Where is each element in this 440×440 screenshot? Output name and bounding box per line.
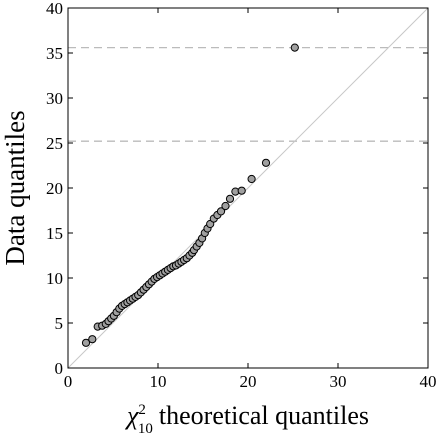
point [237, 186, 246, 195]
y-tick-label: 0 [55, 359, 64, 378]
y-tick-label: 25 [46, 134, 63, 153]
point [216, 207, 226, 216]
y-tick-label: 40 [46, 0, 63, 18]
y-tick-label: 10 [46, 269, 63, 288]
y-axis-label: Data quantiles [0, 110, 30, 265]
point [81, 338, 91, 347]
y-tick-label: 35 [46, 44, 63, 63]
y-tick-label: 30 [46, 89, 63, 108]
point [221, 201, 230, 211]
point [225, 194, 235, 203]
y-tick-label: 15 [46, 224, 63, 243]
x-tick-label: 30 [330, 372, 347, 391]
x-tick-label: 40 [420, 372, 437, 391]
point [247, 174, 256, 184]
point [261, 158, 271, 167]
point [88, 335, 97, 344]
diagonal-line [67, 7, 429, 369]
x-tick-label: 20 [240, 372, 257, 391]
point [290, 43, 299, 52]
x-tick-label: 10 [150, 372, 167, 391]
x-axis-label: χ2 10 theoretical quantiles [124, 401, 369, 437]
y-tick-label: 20 [46, 179, 63, 198]
y-tick-label: 5 [55, 314, 64, 333]
x-tick-label: 0 [64, 372, 73, 391]
